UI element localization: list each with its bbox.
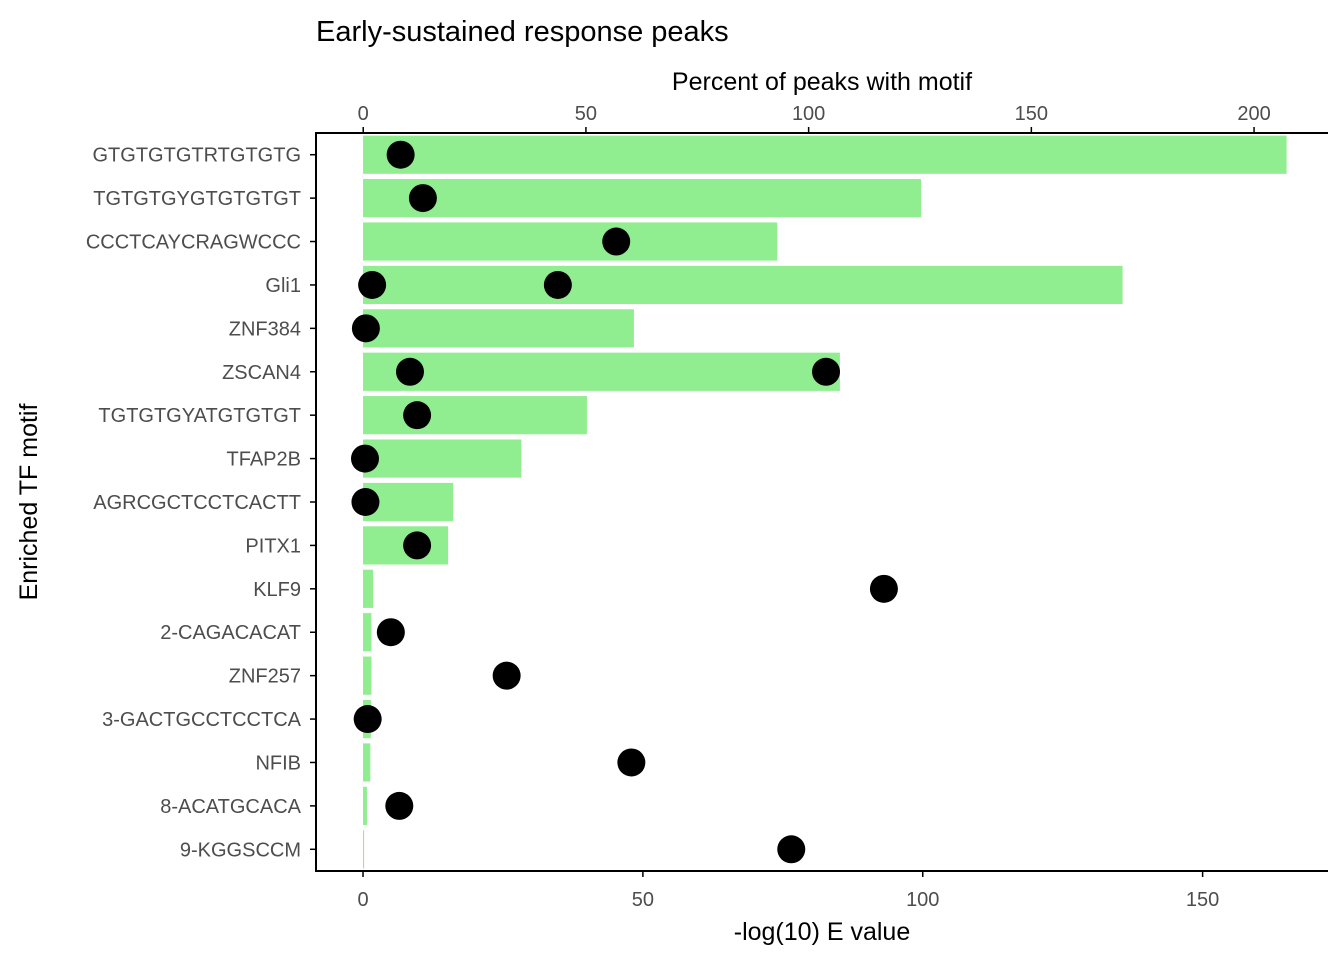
bar-ccctcaycragwccc xyxy=(363,222,778,261)
bar-tgtgtgygtgtgtgt xyxy=(363,179,922,218)
point-pitx1-11 xyxy=(403,531,432,560)
point-gtgtgtgtrtgtgtg-0 xyxy=(386,140,415,169)
bar-zscan4 xyxy=(363,352,840,391)
point-2-cagacacat-13 xyxy=(376,618,405,647)
bar-gtgtgtgtrtgtgtg xyxy=(363,135,1287,174)
point-tgtgtgygtgtgtgt-1 xyxy=(408,184,437,213)
point-9-kggsccm-18 xyxy=(777,835,806,864)
point-zscan4-7 xyxy=(812,357,841,386)
bars-layer xyxy=(363,135,1287,869)
point-tgtgtgyatgtgtgt-8 xyxy=(403,401,432,430)
y-tick-label-klf9: KLF9 xyxy=(253,579,301,601)
top-tick-label-200: 200 xyxy=(1237,103,1270,125)
point-zscan4-6 xyxy=(395,357,424,386)
bar-nfib xyxy=(363,743,371,782)
point-gli1-3 xyxy=(358,270,387,299)
bar-klf9 xyxy=(363,569,374,608)
top-axis-ticks: 0 50 100 150 200 xyxy=(358,103,1271,133)
y-tick-label-agrcgctcctcactt: AGRCGCTCCTCACTT xyxy=(93,492,301,514)
bar-tgtgtgyatgtgtgt xyxy=(363,396,587,435)
point-tfap2b-9 xyxy=(350,444,379,473)
bottom-tick-label-50: 50 xyxy=(632,889,654,911)
y-tick-label-3-gactgcctcctca: 3-GACTGCCTCCTCA xyxy=(102,709,302,731)
bar-gli1 xyxy=(363,265,1123,305)
point-znf384-5 xyxy=(351,314,380,343)
point-8-acatgcaca-17 xyxy=(385,791,414,820)
y-tick-label-9-kggsccm: 9-KGGSCCM xyxy=(180,839,301,861)
bar-znf384 xyxy=(363,309,634,348)
bottom-axis-ticks: 0 50 100 150 xyxy=(357,871,1219,911)
y-tick-label-znf257: ZNF257 xyxy=(229,666,301,688)
point-klf9-12 xyxy=(869,574,898,603)
point-ccctcaycragwccc-2 xyxy=(602,227,631,256)
y-axis-label: Enriched TF motif xyxy=(15,404,43,601)
bar-8-acatgcaca xyxy=(363,786,367,825)
bottom-axis-label: -log(10) E value xyxy=(734,918,910,946)
y-tick-label-znf384: ZNF384 xyxy=(229,318,301,340)
points-layer xyxy=(350,140,898,864)
y-tick-label-tgtgtgygtgtgtgt: TGTGTGYGTGTGTGT xyxy=(93,188,301,210)
point-nfib-16 xyxy=(617,748,646,777)
bar-2-cagacacat xyxy=(363,613,372,652)
y-tick-label-pitx1: PITX1 xyxy=(245,535,301,557)
top-tick-label-0: 0 xyxy=(358,103,369,125)
y-tick-label-zscan4: ZSCAN4 xyxy=(222,362,301,384)
point-3-gactgcctcctca-15 xyxy=(353,705,382,734)
bar-znf257 xyxy=(363,656,372,695)
bottom-tick-label-150: 150 xyxy=(1186,889,1219,911)
point-znf257-14 xyxy=(492,661,521,690)
y-tick-label-gli1: Gli1 xyxy=(265,275,301,297)
y-tick-label-ccctcaycragwccc: CCCTCAYCRAGWCCC xyxy=(86,232,301,254)
point-gli1-4 xyxy=(543,270,572,299)
y-tick-label-gtgtgtgtrtgtgtg: GTGTGTGTRTGTGTG xyxy=(93,145,302,167)
top-tick-label-100: 100 xyxy=(792,103,825,125)
y-tick-labels: GTGTGTGTRTGTGTG TGTGTGYGTGTGTGT CCCTCAYCRA… xyxy=(86,145,302,862)
y-tick-label-tfap2b: TFAP2B xyxy=(227,449,301,471)
point-agrcgctcctcactt-10 xyxy=(351,488,380,516)
y-tick-label-tgtgtgyatgtgtgt: TGTGTGYATGTGTGT xyxy=(98,405,301,427)
y-tick-label-2-cagacacat: 2-CAGACACAT xyxy=(160,622,301,644)
top-tick-label-50: 50 xyxy=(575,103,597,125)
y-tick-label-8-acatgcaca: 8-ACATGCACA xyxy=(160,796,301,818)
bar-9-kggsccm xyxy=(363,830,365,869)
top-axis-label: Percent of peaks with motif xyxy=(672,68,972,96)
chart-title: Early-sustained response peaks xyxy=(316,16,729,48)
bottom-tick-label-100: 100 xyxy=(906,889,939,911)
top-tick-label-150: 150 xyxy=(1015,103,1048,125)
bottom-tick-label-0: 0 xyxy=(357,889,368,911)
bar-tfap2b xyxy=(363,439,522,478)
y-tick-label-nfib: NFIB xyxy=(255,752,301,774)
